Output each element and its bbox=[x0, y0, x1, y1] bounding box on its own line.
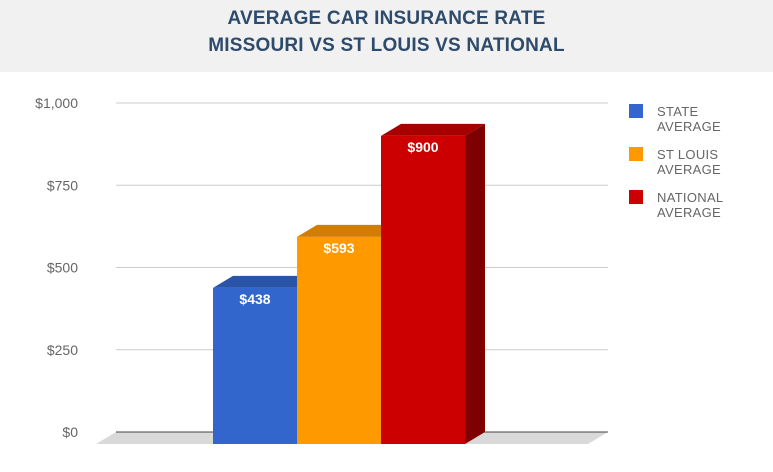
chart-title-line-1: AVERAGE CAR INSURANCE RATE bbox=[227, 8, 546, 29]
y-tick-label: $500 bbox=[47, 260, 78, 276]
bar-side-face bbox=[465, 123, 485, 445]
bar bbox=[213, 287, 297, 444]
y-tick-label: $750 bbox=[47, 177, 78, 193]
legend-swatch bbox=[629, 190, 643, 204]
bar-top-face bbox=[381, 123, 485, 136]
bar-top-face bbox=[297, 224, 401, 237]
title-band: AVERAGE CAR INSURANCE RATE MISSOURI VS S… bbox=[0, 0, 773, 72]
y-tick-label: $0 bbox=[62, 424, 78, 440]
legend-label: AVERAGE bbox=[657, 119, 721, 134]
data-label: $593 bbox=[323, 240, 354, 256]
legend-label: NATIONAL bbox=[657, 190, 723, 205]
data-label: $438 bbox=[239, 291, 270, 307]
data-label: $900 bbox=[407, 139, 438, 155]
legend-label: AVERAGE bbox=[657, 162, 721, 177]
legend-swatch bbox=[629, 104, 643, 118]
chart-title-line-2: MISSOURI VS ST LOUIS VS NATIONAL bbox=[208, 35, 565, 56]
y-tick-label: $1,000 bbox=[35, 95, 78, 111]
bar-top-face bbox=[213, 275, 317, 288]
legend-swatch bbox=[629, 147, 643, 161]
y-tick-label: $250 bbox=[47, 342, 78, 358]
bar bbox=[297, 236, 381, 444]
legend-label: ST LOUIS bbox=[657, 147, 718, 162]
bar bbox=[381, 135, 465, 444]
legend-label: AVERAGE bbox=[657, 205, 721, 220]
legend-label: STATE bbox=[657, 104, 698, 119]
